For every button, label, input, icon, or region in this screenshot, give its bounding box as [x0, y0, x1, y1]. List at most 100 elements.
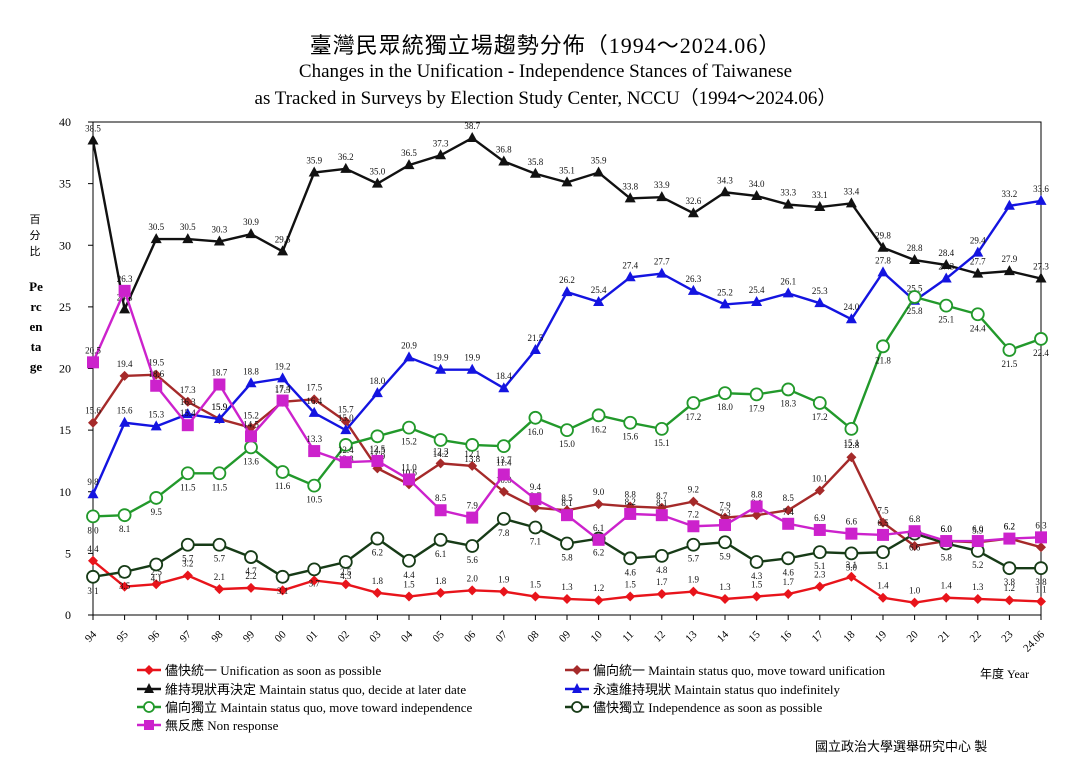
data-label: 30.3 [212, 225, 228, 235]
data-label: 8.1 [561, 498, 572, 508]
data-point [909, 254, 921, 265]
data-point [812, 396, 827, 410]
data-point [246, 582, 256, 593]
data-label: 1.4 [941, 581, 953, 591]
data-label: 17.3 [180, 385, 196, 395]
x-tick-label: 11 [620, 629, 636, 645]
data-point [751, 189, 763, 200]
x-tick-label: 17 [810, 628, 827, 645]
legend-label: 無反應 Non response [165, 718, 279, 733]
data-label: 14.5 [243, 419, 259, 429]
data-label: 6.0 [941, 524, 953, 534]
data-point [245, 430, 257, 443]
series-status_quo_indef: 9.8 15.6 15.3 16.3 15.9 18.8 19.2 16.4 15.0 18.0 2… [87, 184, 1049, 499]
data-point [118, 284, 131, 297]
data-label: 1.5 [403, 580, 415, 590]
data-point [309, 575, 320, 586]
x-tick-label: 21 [936, 629, 952, 645]
data-label: 29.8 [875, 231, 891, 241]
data-point [117, 564, 132, 579]
data-label: 4.4 [87, 544, 99, 554]
data-point [119, 581, 130, 592]
data-label: 26.3 [117, 274, 133, 284]
legend-swatch [137, 719, 161, 730]
data-label: 3.7 [309, 578, 321, 588]
data-label: 6.2 [1004, 522, 1015, 532]
legend-item-lean_unify: 偏向統一 Maintain status quo, move toward un… [565, 660, 885, 679]
data-point [750, 500, 763, 513]
data-point [435, 458, 446, 469]
data-point [687, 520, 700, 533]
data-point [403, 159, 415, 170]
data-point [782, 517, 795, 530]
series-non_response: 20.5 26.3 18.6 15.4 18.7 14.5 17.4 13.3 12.4 12.5… [85, 274, 1047, 548]
data-label: 1.8 [372, 576, 384, 586]
data-label: 1.9 [498, 575, 510, 585]
data-label: 18.6 [148, 369, 164, 379]
data-label: 5.7 [182, 554, 194, 564]
data-label: 1.2 [593, 583, 604, 593]
data-point [625, 591, 636, 602]
data-point [498, 155, 510, 166]
data-point [624, 507, 637, 520]
data-point [340, 579, 351, 590]
x-axis-label: 年度 Year [980, 667, 1030, 681]
data-label: 6.2 [372, 548, 383, 558]
data-label: 24.0 [844, 302, 860, 312]
data-label: 15.9 [212, 402, 228, 412]
data-label: 30.9 [243, 217, 259, 227]
data-point [845, 313, 857, 324]
data-point [624, 192, 636, 203]
data-label: 18.3 [780, 398, 796, 408]
data-point [812, 545, 827, 560]
data-point [528, 520, 543, 535]
data-point [593, 499, 604, 510]
data-label: 35.0 [370, 167, 386, 177]
data-label: 3.8 [1004, 577, 1016, 587]
data-label: 27.4 [622, 260, 638, 270]
data-label: 27.7 [654, 257, 670, 267]
data-point [1002, 343, 1017, 357]
data-label: 12.3 [433, 446, 449, 456]
data-point [276, 394, 289, 407]
data-label: 16.2 [591, 424, 607, 434]
data-point [561, 176, 573, 187]
data-label: 15.0 [338, 413, 354, 423]
data-label: 15.6 [117, 406, 133, 416]
data-label: 38.5 [85, 123, 101, 133]
data-point [309, 394, 320, 405]
data-point [182, 396, 193, 407]
data-label: 1.1 [1035, 584, 1046, 594]
data-label: 26.3 [686, 274, 702, 284]
data-point [940, 535, 953, 548]
data-point [496, 511, 511, 526]
data-point [1035, 194, 1047, 205]
data-label: 20.9 [401, 340, 417, 350]
data-label: 1.3 [561, 582, 573, 592]
data-label: 5.1 [814, 561, 825, 571]
data-point [972, 267, 984, 278]
data-label: 1.5 [751, 580, 763, 590]
x-tick-label: 09 [557, 628, 574, 645]
data-label: 21.8 [875, 355, 891, 365]
data-label: 22.4 [1033, 348, 1049, 358]
data-label: 8.8 [751, 490, 763, 500]
data-label: 36.5 [401, 148, 417, 158]
data-point [245, 377, 257, 388]
data-label: 7.2 [688, 509, 699, 519]
data-label: 15.0 [559, 439, 575, 449]
data-label: 35.1 [559, 165, 575, 175]
x-tick-label: 24.06 [1021, 628, 1047, 654]
data-point [751, 591, 762, 602]
data-label: 27.9 [1002, 254, 1018, 264]
data-label: 7.9 [719, 501, 731, 511]
data-label: 33.9 [654, 180, 670, 190]
data-point [466, 363, 478, 374]
data-label: 9.0 [593, 487, 605, 497]
data-point [749, 555, 764, 569]
y-tick-label: 40 [59, 115, 71, 129]
data-point [814, 201, 826, 212]
data-point [340, 416, 351, 427]
x-tick-label: 20 [904, 628, 921, 645]
data-point [529, 167, 541, 178]
